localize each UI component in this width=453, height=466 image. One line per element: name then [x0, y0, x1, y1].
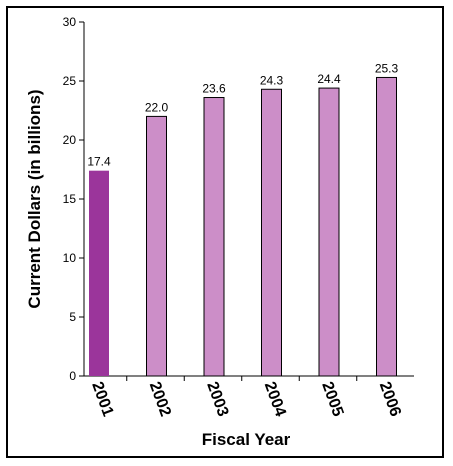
y-tick-label: 10 — [63, 251, 77, 265]
y-axis-title: Current Dollars (in billions) — [25, 89, 44, 308]
data-label-2001: 17.4 — [87, 155, 111, 169]
data-label-2002: 22.0 — [145, 100, 169, 114]
x-tick-label-2001: 2001 — [88, 380, 116, 419]
x-axis-title: Fiscal Year — [202, 430, 291, 449]
x-tick-label-2004: 2004 — [261, 380, 289, 419]
y-tick-label: 0 — [69, 369, 76, 383]
bar-2002 — [146, 115, 167, 377]
y-tick-label: 15 — [63, 192, 77, 206]
x-axis-ticks: 2001 2002 2003 2004 2005 2006 — [88, 376, 404, 419]
y-tick-label: 20 — [63, 133, 77, 147]
bar-2005 — [318, 87, 340, 377]
y-tick-label: 5 — [69, 310, 76, 324]
y-tick-label: 30 — [63, 15, 77, 29]
x-tick-label-2005: 2005 — [318, 380, 346, 419]
bar-2006 — [376, 76, 397, 377]
data-label-2004: 24.3 — [260, 73, 284, 87]
y-axis-ticks: 0 5 10 15 20 25 30 — [63, 15, 84, 383]
bar-2003 — [203, 97, 225, 377]
bar-2004 — [261, 88, 282, 377]
bars: 17.4 22.0 23.6 24.3 24.4 25.3 — [87, 61, 399, 377]
x-tick-label-2002: 2002 — [146, 380, 174, 419]
data-label-2005: 24.4 — [317, 72, 341, 86]
x-tick-label-2003: 2003 — [203, 380, 231, 419]
data-label-2006: 25.3 — [375, 61, 399, 75]
y-tick-label: 25 — [63, 74, 77, 88]
data-label-2003: 23.6 — [202, 82, 226, 96]
bar-2001 — [89, 170, 109, 376]
x-tick-label-2006: 2006 — [376, 380, 404, 419]
